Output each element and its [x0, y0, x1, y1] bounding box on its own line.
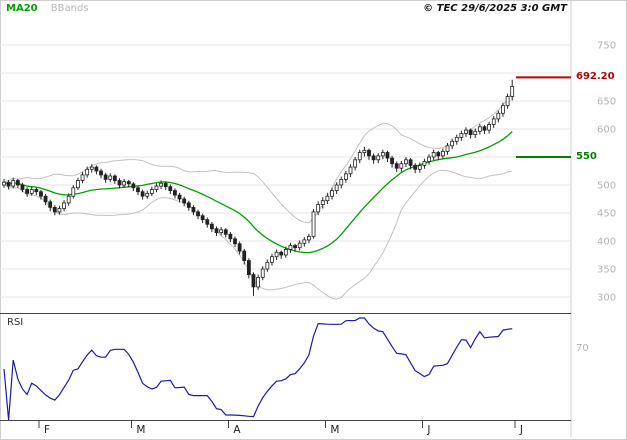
chart-legend: MA20 BBands [6, 3, 89, 14]
svg-text:300: 300 [597, 293, 616, 304]
svg-text:350: 350 [597, 265, 616, 276]
svg-text:400: 400 [597, 237, 616, 248]
svg-text:750: 750 [597, 41, 616, 52]
svg-text:600: 600 [597, 125, 616, 136]
svg-text:M: M [136, 424, 145, 436]
bbands-legend-label: BBands [50, 3, 89, 14]
rsi-reference-label: 70 [576, 343, 589, 354]
svg-text:A: A [233, 424, 241, 436]
svg-text:F: F [44, 424, 50, 436]
svg-text:J: J [426, 424, 430, 436]
svg-text:J: J [519, 424, 523, 436]
copyright-text: © TEC 29/6/2025 3:0 GMT [423, 3, 567, 14]
rsi-panel-label: RSI [7, 317, 24, 328]
svg-text:650: 650 [597, 97, 616, 108]
svg-text:450: 450 [597, 209, 616, 220]
support-level-label: 550 [576, 151, 597, 162]
resistance-level-label: 692.20 [576, 71, 615, 82]
svg-text:M: M [330, 424, 339, 436]
svg-text:500: 500 [597, 181, 616, 192]
ma20-legend-label: MA20 [6, 3, 38, 14]
